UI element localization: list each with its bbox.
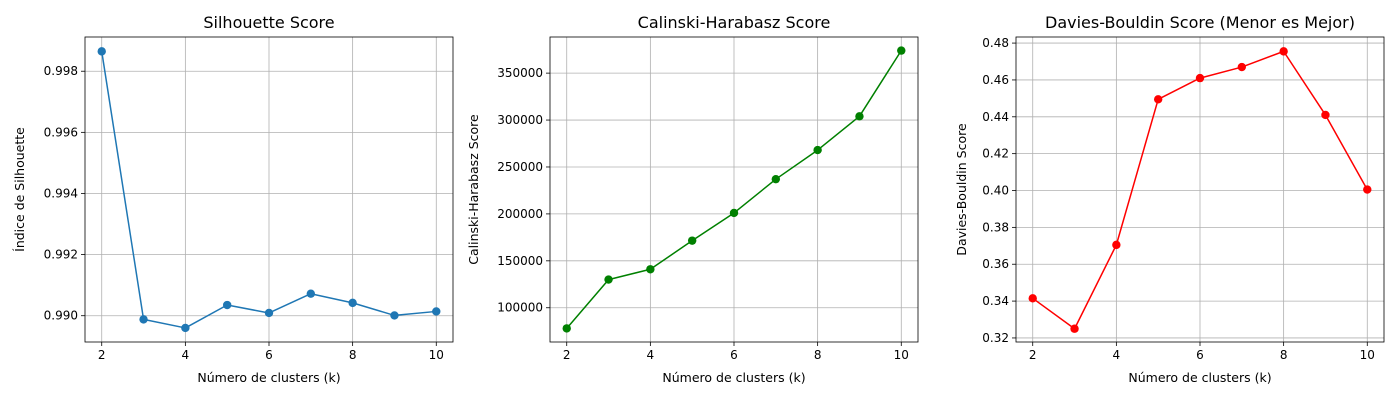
- y-tick-label: 0.36: [982, 257, 1009, 271]
- data-point: [1279, 47, 1288, 56]
- x-tick-label: 2: [563, 348, 571, 362]
- chart-panel-2: 2 4 6 8 10 100000 150000 200000 250000 300000 3500…: [466, 13, 919, 385]
- y-tick-label: 0.998: [44, 64, 78, 78]
- chart-panel-1: 2 4 6 8 10 0.990 0.992 0.994 0.996 0.998 Silhouett…: [12, 13, 454, 385]
- y-axis-label: Índice de Silhouette: [12, 127, 27, 252]
- data-point: [348, 298, 357, 308]
- data-point: [97, 47, 106, 56]
- x-tick-label: 6: [730, 348, 738, 362]
- chart-title: Calinski-Harabasz Score: [638, 13, 831, 32]
- x-tick-label: 8: [1280, 348, 1288, 362]
- x-tick-label: 8: [349, 348, 357, 362]
- data-point: [181, 323, 190, 333]
- x-axis-label: Número de clusters (k): [197, 370, 340, 385]
- x-axis-label: Número de clusters (k): [1128, 370, 1271, 385]
- data-point: [1112, 240, 1121, 250]
- y-tick-label: 300000: [497, 113, 543, 127]
- data-point: [897, 46, 906, 55]
- chart-panel-3: 2 4 6 8 10 0.32 0.34 0.36 0.38 0.40 0.42 0.44 0.46 0.…: [954, 13, 1385, 385]
- y-tick-label: 0.46: [982, 73, 1009, 87]
- data-point: [646, 265, 655, 274]
- y-tick-label: 0.994: [44, 186, 78, 200]
- data-point: [687, 236, 697, 245]
- x-axis-label: Número de clusters (k): [662, 370, 805, 385]
- x-tick-label: 2: [98, 348, 106, 362]
- chart-title: Davies-Bouldin Score (Menor es Mejor): [1045, 13, 1355, 32]
- y-tick-label: 0.32: [982, 331, 1009, 345]
- data-point: [604, 275, 613, 284]
- data-point: [432, 307, 441, 316]
- x-tick-label: 10: [1360, 348, 1375, 362]
- y-axis-label: Calinski-Harabasz Score: [466, 114, 481, 265]
- data-point: [1237, 62, 1247, 72]
- y-tick-label: 0.990: [44, 309, 78, 323]
- x-tick-label: 4: [1113, 348, 1121, 362]
- data-point: [1070, 324, 1079, 333]
- y-tick-label: 0.48: [982, 36, 1009, 50]
- data-point: [264, 308, 274, 318]
- data-point: [139, 315, 148, 324]
- y-tick-label: 0.40: [982, 184, 1009, 198]
- data-point: [855, 112, 864, 121]
- data-point: [1321, 110, 1330, 120]
- x-tick-label: 4: [647, 348, 655, 362]
- y-tick-label: 100000: [497, 301, 543, 315]
- data-point: [222, 300, 232, 310]
- x-tick-label: 4: [182, 348, 190, 362]
- x-tick-label: 10: [894, 348, 909, 362]
- y-tick-label: 250000: [497, 160, 543, 174]
- y-tick-label: 350000: [497, 66, 543, 80]
- data-point: [306, 289, 316, 298]
- y-tick-label: 200000: [497, 207, 543, 221]
- data-point: [1028, 294, 1037, 303]
- y-tick-label: 0.42: [982, 147, 1009, 161]
- data-point: [562, 324, 571, 333]
- x-tick-label: 6: [265, 348, 273, 362]
- data-point: [771, 174, 781, 184]
- x-tick-label: 10: [429, 348, 444, 362]
- y-tick-label: 0.992: [44, 248, 78, 262]
- data-point: [1363, 185, 1372, 194]
- data-point: [1195, 73, 1205, 83]
- x-tick-label: 6: [1196, 348, 1204, 362]
- y-axis-label: Davies-Bouldin Score: [954, 123, 969, 256]
- data-point: [390, 311, 399, 320]
- y-tick-label: 0.38: [982, 220, 1009, 234]
- data-point: [813, 145, 822, 155]
- y-tick-label: 0.34: [982, 294, 1009, 308]
- x-tick-label: 2: [1029, 348, 1037, 362]
- data-point: [1153, 95, 1163, 104]
- chart-title: Silhouette Score: [203, 13, 334, 32]
- y-tick-label: 0.44: [982, 110, 1009, 124]
- y-tick-label: 0.996: [44, 125, 78, 139]
- y-tick-label: 150000: [497, 254, 543, 268]
- data-point: [729, 208, 739, 218]
- x-tick-label: 8: [814, 348, 822, 362]
